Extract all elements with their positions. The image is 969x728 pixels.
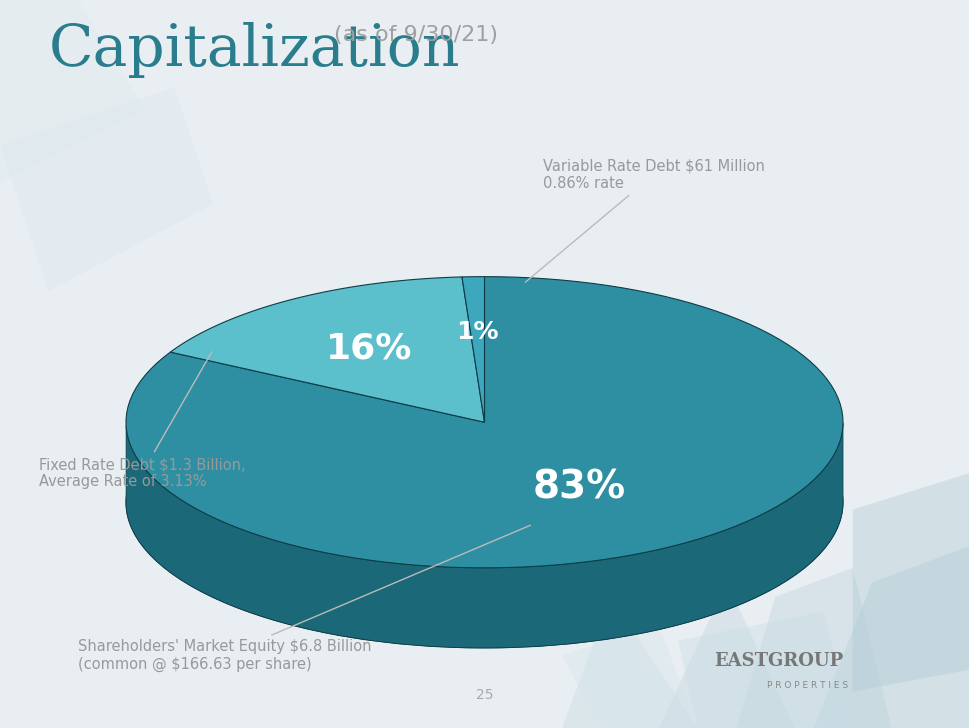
Polygon shape [562,597,698,728]
Polygon shape [126,277,843,568]
Text: Variable Rate Debt $61 Million
0.86% rate: Variable Rate Debt $61 Million 0.86% rat… [525,159,765,282]
Text: Fixed Rate Debt $1.3 Billion,
Average Rate of 3.13%: Fixed Rate Debt $1.3 Billion, Average Ra… [39,352,245,489]
Text: EASTGROUP: EASTGROUP [714,652,843,670]
Text: Shareholders' Market Equity $6.8 Billion
(common @ $166.63 per share): Shareholders' Market Equity $6.8 Billion… [78,525,530,671]
Text: 83%: 83% [533,468,626,507]
Polygon shape [171,277,484,422]
Polygon shape [736,568,891,728]
Text: 25: 25 [476,688,493,702]
Polygon shape [562,626,698,728]
Text: 1%: 1% [456,320,499,344]
Ellipse shape [126,357,843,648]
Polygon shape [126,423,843,648]
Polygon shape [814,546,969,728]
Polygon shape [0,0,145,182]
Text: P R O P E R T I E S: P R O P E R T I E S [766,681,848,690]
Polygon shape [853,473,969,692]
Polygon shape [678,612,853,728]
Polygon shape [659,582,795,728]
Text: (as of 9/30/21): (as of 9/30/21) [334,25,498,45]
Polygon shape [462,277,484,422]
Text: 16%: 16% [326,331,413,365]
Polygon shape [0,87,213,291]
Text: Capitalization: Capitalization [48,22,460,78]
